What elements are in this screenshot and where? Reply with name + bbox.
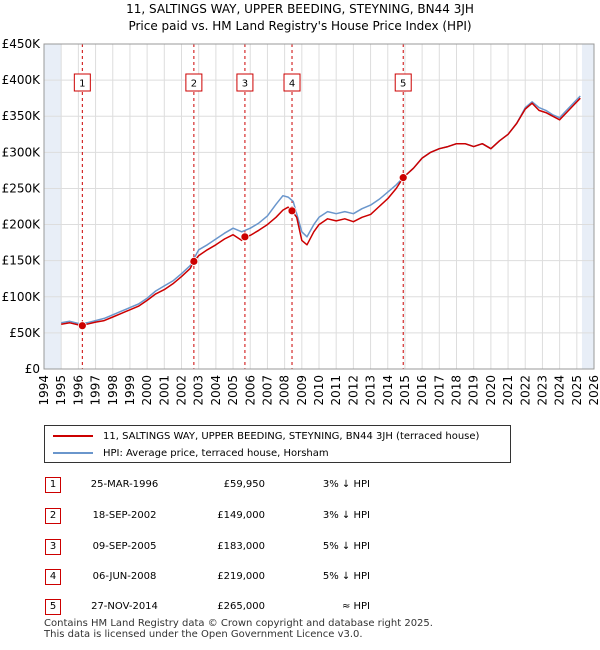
legend-item-property: 11, SALTINGS WAY, UPPER BEEDING, STEYNIN… <box>53 429 479 443</box>
x-tick-label: 2011 <box>329 375 343 406</box>
marker-box <box>73 73 91 92</box>
x-tick-label: 2019 <box>467 375 481 406</box>
sale-point <box>77 321 87 331</box>
x-tick-label: 2013 <box>364 375 378 406</box>
marker-box <box>185 73 203 92</box>
x-tick-label: 1998 <box>106 375 120 406</box>
shaded-region <box>44 44 62 369</box>
legend-swatch-blue <box>53 452 93 454</box>
chart-title-line1: 11, SALTINGS WAY, UPPER BEEDING, STEYNIN… <box>126 2 474 16</box>
legend-item-hpi: HPI: Average price, terraced house, Hors… <box>53 446 329 460</box>
x-tick-label: 2015 <box>398 375 412 406</box>
x-tick-label: 2002 <box>175 375 189 406</box>
series-line-property <box>61 97 581 327</box>
marker-label: 3 <box>242 79 248 90</box>
x-tick-label: 2023 <box>535 375 549 406</box>
x-tick-label: 2000 <box>140 375 154 406</box>
price-chart: £0 £50K £100K £150K £200K £250K £300K £350K £400… <box>2 37 600 406</box>
transaction-hpi: ≈ HPI <box>341 601 370 612</box>
x-tick-label: 2006 <box>243 375 257 406</box>
x-tick-label: 2022 <box>518 375 532 406</box>
x-tick-label: 2007 <box>260 375 274 406</box>
transaction-date: 27-NOV-2014 <box>91 601 158 612</box>
x-tick-label: 2017 <box>432 375 446 406</box>
x-tick-label: 2003 <box>192 375 206 406</box>
x-tick-label: 2025 <box>570 375 584 406</box>
sale-point <box>398 173 408 183</box>
x-tick-label: 1995 <box>54 375 68 406</box>
transaction-hpi: 5% ↓ HPI <box>322 571 370 582</box>
y-tick-label: £200K <box>2 218 42 232</box>
sale-point <box>189 256 199 266</box>
shaded-region <box>581 44 594 369</box>
chart-title-line2: Price paid vs. HM Land Registry's House … <box>128 19 472 33</box>
transaction-hpi: 3% ↓ HPI <box>322 510 370 521</box>
y-tick-label: £50K <box>9 326 41 340</box>
transaction-date: 09-SEP-2005 <box>92 541 157 552</box>
x-tick-label: 2005 <box>226 375 240 406</box>
legend-label-hpi: HPI: Average price, terraced house, Hors… <box>103 447 329 459</box>
y-tick-label: £400K <box>2 73 42 87</box>
marker-box <box>394 73 412 92</box>
legend: 11, SALTINGS WAY, UPPER BEEDING, STEYNIN… <box>44 425 511 463</box>
transaction-price: £183,000 <box>217 541 265 552</box>
x-tick-label: 1996 <box>71 375 85 406</box>
x-tick-label: 2020 <box>484 375 498 406</box>
sale-point <box>287 206 297 216</box>
x-tick-label: 2021 <box>501 375 515 406</box>
marker-label: 4 <box>289 79 295 90</box>
y-tick-label: £350K <box>2 109 42 123</box>
marker-box <box>236 73 254 92</box>
x-tick-label: 1994 <box>37 375 51 406</box>
x-tick-label: 2009 <box>295 375 309 406</box>
plot-border <box>43 43 595 370</box>
x-tick-label: 2004 <box>209 375 223 406</box>
y-tick-label: £0 <box>25 362 40 376</box>
transaction-date: 18-SEP-2002 <box>92 510 157 521</box>
transaction-hpi: 3% ↓ HPI <box>322 479 370 490</box>
marker-label: 2 <box>191 79 197 90</box>
transaction-date: 25-MAR-1996 <box>90 479 159 490</box>
transaction-price: £219,000 <box>217 571 265 582</box>
x-tick-label: 2010 <box>312 375 326 406</box>
legend-label-property: 11, SALTINGS WAY, UPPER BEEDING, STEYNIN… <box>103 430 480 442</box>
marker-label: 5 <box>400 79 406 90</box>
x-tick-label: 2024 <box>553 375 567 406</box>
y-tick-label: £150K <box>2 254 42 268</box>
transaction-number: 2 <box>45 508 61 524</box>
transaction-hpi: 5% ↓ HPI <box>322 541 370 552</box>
x-tick-label: 2026 <box>587 375 600 406</box>
sale-point <box>240 232 250 242</box>
y-tick-label: £250K <box>2 181 42 195</box>
footer-licence: This data is licensed under the Open Gov… <box>44 629 363 640</box>
y-tick-label: £100K <box>2 290 42 304</box>
transaction-number: 4 <box>45 569 61 585</box>
x-tick-label: 2012 <box>346 375 360 406</box>
x-tick-label: 2001 <box>157 375 171 406</box>
transaction-price: £149,000 <box>217 510 265 521</box>
x-tick-label: 2008 <box>278 375 292 406</box>
x-tick-label: 1997 <box>89 375 103 406</box>
legend-swatch-red <box>53 435 93 437</box>
x-tick-label: 2018 <box>450 375 464 406</box>
marker-label: 1 <box>79 79 85 90</box>
x-tick-label: 1999 <box>123 375 137 406</box>
footer-copyright: Contains HM Land Registry data © Crown c… <box>44 618 433 629</box>
transaction-price: £59,950 <box>223 479 265 490</box>
y-tick-label: £300K <box>2 145 42 159</box>
x-tick-label: 2014 <box>381 375 395 406</box>
transaction-number: 1 <box>45 477 61 493</box>
transaction-number: 5 <box>45 599 61 615</box>
x-tick-label: 2016 <box>415 375 429 406</box>
transaction-number: 3 <box>45 539 61 555</box>
marker-box <box>283 73 301 92</box>
transaction-date: 06-JUN-2008 <box>92 571 157 582</box>
transaction-price: £265,000 <box>217 601 265 612</box>
y-tick-label: £450K <box>2 37 42 51</box>
